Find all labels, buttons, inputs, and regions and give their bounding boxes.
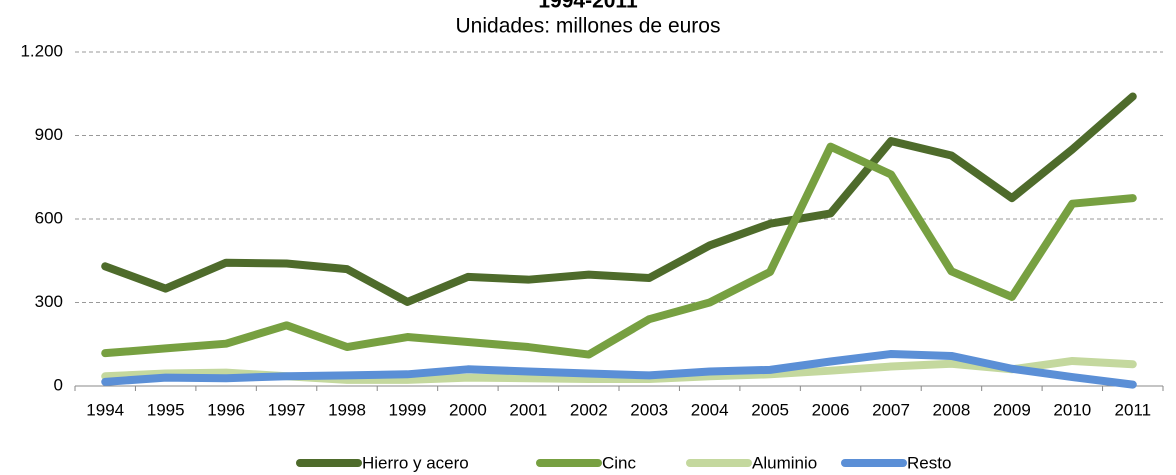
chart-subtitle: Unidades: millones de euros [456,15,721,38]
x-tick-label: 1995 [147,400,185,419]
x-tick-label: 2010 [1053,400,1091,419]
y-tick-label: 1.200 [20,41,63,60]
x-tick-label: 2002 [570,400,608,419]
y-tick-label: 0 [54,375,63,394]
legend-label: Resto [907,453,951,472]
x-tick-label: 2009 [993,400,1031,419]
x-tick-label: 2008 [933,400,971,419]
x-tick-label: 1998 [328,400,366,419]
x-tick-label: 1997 [268,400,306,419]
x-tick-label: 2011 [1114,400,1151,419]
chart-title: 1994-2011 [538,0,638,13]
x-tick-label: 1996 [207,400,245,419]
y-tick-label: 600 [35,208,63,227]
x-tick-label: 2003 [630,400,668,419]
line-series [101,349,1137,389]
x-tick-label: 2004 [691,400,729,419]
x-tick-label: 2001 [509,400,547,419]
legend-label: Hierro y acero [362,453,469,472]
x-tick-label: 2000 [449,400,487,419]
line-series [101,92,1137,306]
line-series [101,142,1137,359]
y-tick-label: 900 [35,125,63,144]
x-tick-label: 2007 [872,400,910,419]
y-tick-label: 300 [35,292,63,311]
legend-label: Aluminio [752,453,817,472]
x-tick-label: 2006 [812,400,850,419]
x-tick-label: 1999 [389,400,427,419]
x-tick-label: 1994 [86,400,124,419]
x-tick-label: 2005 [751,400,789,419]
legend-label: Cinc [602,453,637,472]
